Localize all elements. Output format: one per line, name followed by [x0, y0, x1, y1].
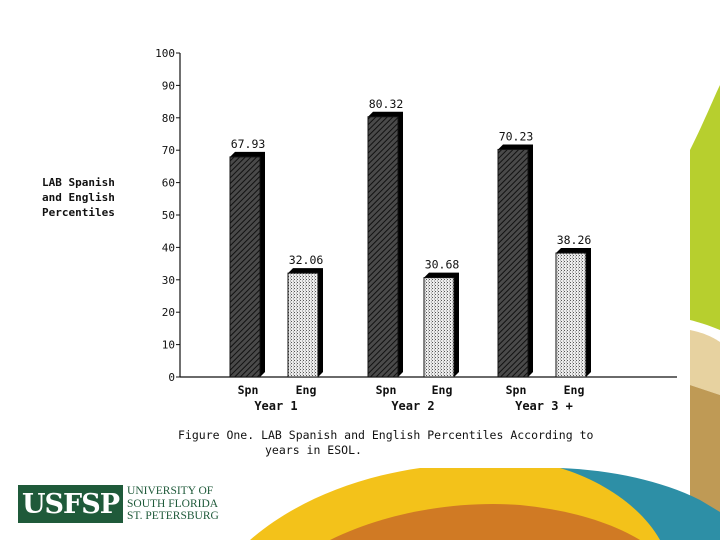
bar-value-label: 70.23 [499, 129, 534, 143]
figure-caption-line-2: years in ESOL. [265, 443, 362, 457]
bar-value-label: 32.06 [289, 253, 324, 267]
y-tick-label: 40 [162, 241, 175, 254]
bar-category-label: Spn [238, 383, 259, 397]
bar-depth [288, 268, 323, 377]
y-tick-label: 100 [155, 47, 175, 60]
group-label: Year 2 [391, 399, 434, 413]
y-tick-label: 60 [162, 177, 175, 190]
bar-depth [230, 151, 265, 377]
y-tick-label: 30 [162, 274, 175, 287]
usfsp-logo: USFSP UNIVERSITY OF SOUTH FLORIDA ST. PE… [18, 484, 219, 524]
bar-spanish [497, 148, 529, 378]
y-tick-label: 90 [162, 79, 175, 92]
bar-english [423, 277, 455, 378]
logo-mark: USFSP [18, 485, 124, 523]
y-axis-title-line-1: LAB Spanish [42, 176, 115, 189]
logo-line-1: UNIVERSITY OF [127, 485, 214, 498]
bar-english [287, 272, 319, 378]
bar-value-label: 38.26 [557, 233, 592, 247]
bar-depth [368, 111, 403, 378]
bar-category-label: Eng [432, 383, 453, 397]
bar-value-label: 30.68 [425, 258, 460, 272]
bar-spanish [229, 156, 261, 378]
y-tick-label: 80 [162, 112, 175, 125]
bar-value-label: 67.93 [231, 137, 266, 151]
y-axis-title-line-2: and English [42, 191, 115, 204]
bar-spanish [367, 116, 399, 378]
bar-category-label: Eng [296, 383, 317, 397]
bar-english [555, 252, 587, 378]
y-tick-label: 10 [162, 339, 175, 352]
bar-category-label: Spn [376, 383, 397, 397]
logo-line-2: SOUTH FLORIDA [127, 497, 219, 510]
figure-caption-line-1: Figure One. LAB Spanish and English Perc… [178, 428, 594, 442]
bar-category-label: Spn [506, 383, 527, 397]
decor-orange-wave [330, 504, 640, 540]
bar-depth [424, 272, 459, 377]
decor-tan-wave [690, 330, 720, 395]
logo-line-3: ST. PETERSBURG [127, 510, 219, 523]
y-tick-label: 0 [168, 371, 175, 384]
logo-text: UNIVERSITY OF SOUTH FLORIDA ST. PETERSBU… [127, 485, 219, 523]
group-label: Year 3 + [515, 399, 573, 413]
y-tick-label: 20 [162, 306, 175, 319]
bar-value-label: 80.32 [369, 97, 404, 111]
y-axis-title-line-3: Percentiles [42, 206, 115, 219]
y-tick-label: 70 [162, 144, 175, 157]
bar-depth [498, 144, 533, 377]
group-label: Year 1 [254, 399, 297, 413]
y-tick-label: 50 [162, 209, 175, 222]
bar-category-label: Eng [564, 383, 585, 397]
decor-green-wave [690, 85, 720, 330]
bar-depth [556, 248, 591, 377]
